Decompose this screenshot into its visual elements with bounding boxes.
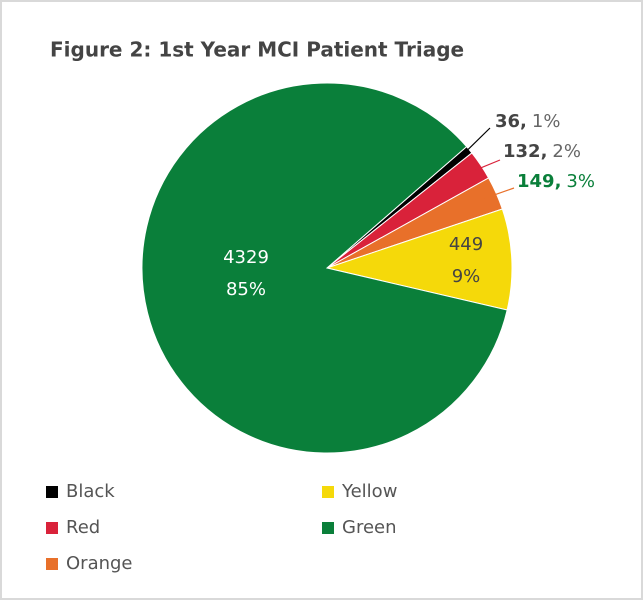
legend-label: Orange <box>66 553 133 574</box>
data-label: 132, 2% <box>503 141 581 162</box>
value-label: 36, <box>495 111 527 132</box>
pie-slice <box>141 82 508 454</box>
legend-label: Red <box>66 517 100 538</box>
leader-line <box>458 127 491 159</box>
legend-swatch <box>46 486 58 498</box>
leader-line <box>469 159 501 173</box>
value-label: 132, <box>503 141 547 162</box>
data-label: 149, 3% <box>517 171 595 192</box>
data-label: 36, 1% <box>495 111 560 132</box>
value-label: 4329 <box>223 247 269 268</box>
percent-label: 2% <box>552 141 581 162</box>
legend-swatch <box>46 522 58 534</box>
value-label: 149, <box>517 171 561 192</box>
legend-swatch <box>322 486 334 498</box>
legend-label: Green <box>342 517 397 538</box>
value-label: 449 <box>449 234 483 255</box>
percent-label: 9% <box>452 266 481 287</box>
percent-label: 85% <box>226 279 266 300</box>
percent-label: 3% <box>566 171 595 192</box>
legend-swatch <box>46 558 58 570</box>
percent-label: 1% <box>532 111 561 132</box>
leader-line <box>484 187 515 199</box>
legend-label: Black <box>66 481 115 502</box>
legend-label: Yellow <box>341 481 397 502</box>
legend-swatch <box>322 522 334 534</box>
chart-title: Figure 2: 1st Year MCI Patient Triage <box>50 38 464 62</box>
pie-slice <box>325 208 513 311</box>
